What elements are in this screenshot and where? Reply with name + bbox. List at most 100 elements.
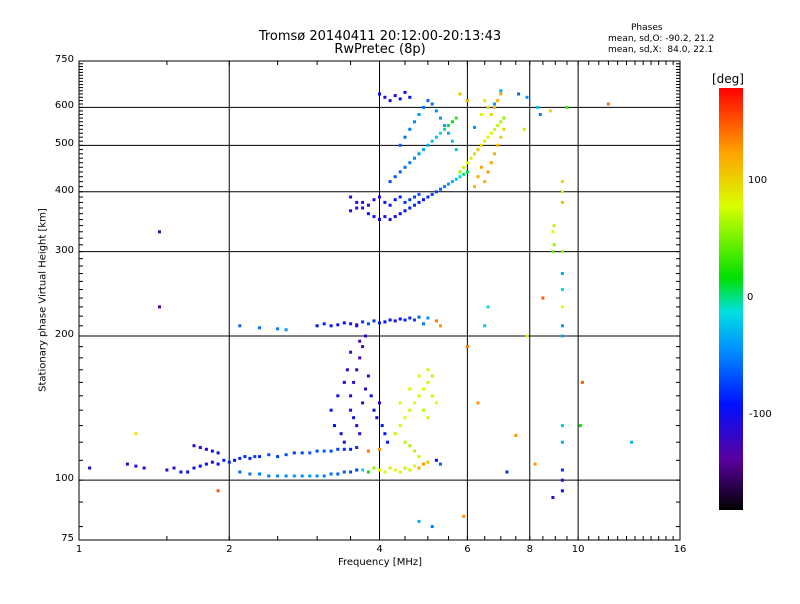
data-point — [408, 387, 412, 391]
data-point — [372, 466, 376, 470]
data-point — [458, 170, 462, 174]
data-point — [227, 460, 231, 464]
data-point — [403, 440, 407, 444]
data-point — [349, 470, 353, 474]
data-point — [496, 99, 500, 103]
data-point — [165, 468, 169, 472]
data-point — [378, 468, 381, 472]
data-point — [375, 416, 379, 420]
data-point — [403, 135, 407, 139]
data-point — [398, 212, 402, 216]
data-point — [216, 462, 220, 466]
data-point — [276, 327, 280, 331]
data-point — [517, 92, 521, 96]
x-tick-label: 2 — [226, 544, 233, 555]
data-point — [366, 322, 370, 326]
data-point — [398, 195, 402, 199]
data-point — [352, 416, 356, 420]
data-point — [408, 95, 412, 99]
data-point — [462, 165, 466, 169]
data-point — [486, 135, 490, 139]
data-point — [465, 345, 469, 349]
data-point — [447, 124, 450, 127]
data-point — [315, 449, 319, 453]
data-point — [450, 139, 454, 143]
data-point — [565, 105, 569, 109]
x-tick-label: 1 — [75, 544, 83, 555]
data-point — [430, 394, 434, 398]
data-point — [393, 215, 397, 219]
data-point — [398, 317, 402, 321]
data-point — [417, 394, 421, 398]
data-point — [222, 458, 226, 462]
data-point — [125, 462, 129, 466]
data-point — [538, 113, 542, 116]
data-point — [426, 460, 430, 464]
data-point — [439, 462, 442, 466]
data-point — [483, 139, 487, 143]
data-point — [352, 380, 356, 384]
data-point — [378, 321, 381, 325]
x-tick-label: 4 — [376, 544, 383, 555]
data-point — [388, 99, 392, 103]
data-point — [450, 180, 454, 184]
data-point — [462, 514, 466, 518]
data-point — [364, 387, 367, 391]
data-point — [88, 466, 92, 470]
data-point — [355, 446, 359, 449]
data-point — [560, 180, 564, 184]
data-point — [204, 447, 208, 451]
data-point — [403, 209, 407, 213]
data-point — [493, 102, 496, 106]
data-point — [267, 474, 271, 478]
data-point — [552, 224, 556, 228]
stats-header: Phases — [631, 23, 663, 33]
data-point — [417, 455, 421, 459]
data-point — [284, 328, 288, 332]
data-point — [434, 109, 438, 113]
data-point — [486, 170, 490, 174]
data-point — [361, 345, 365, 349]
data-point — [192, 444, 196, 448]
data-point — [398, 143, 402, 147]
data-point — [216, 451, 220, 455]
data-point — [458, 92, 462, 96]
data-point — [366, 449, 370, 453]
data-point — [454, 148, 458, 152]
data-point — [483, 180, 487, 184]
data-point — [300, 474, 304, 478]
data-point — [408, 206, 412, 210]
data-point — [522, 127, 526, 131]
data-point — [361, 206, 365, 210]
data-point — [322, 474, 326, 478]
data-point — [355, 324, 359, 328]
data-point — [483, 99, 487, 103]
data-point — [479, 113, 483, 116]
data-point — [248, 456, 252, 460]
data-point — [473, 185, 476, 189]
data-point — [493, 152, 496, 156]
y-tick-label: 100 — [54, 473, 74, 485]
data-point — [458, 175, 462, 179]
data-point — [336, 447, 340, 451]
x-axis-label: Frequency [MHz] — [337, 557, 423, 568]
data-point — [434, 135, 438, 139]
y-axis-label: Stationary phase Virtual Height [km] — [37, 208, 49, 392]
data-point — [426, 380, 430, 384]
data-point — [393, 175, 397, 179]
data-point — [413, 156, 416, 160]
data-point — [408, 161, 412, 165]
data-point — [342, 321, 346, 325]
data-point — [541, 296, 545, 300]
data-point — [179, 470, 183, 474]
data-point — [426, 143, 430, 147]
data-point — [434, 401, 438, 405]
data-point — [393, 198, 397, 202]
data-point — [398, 170, 402, 174]
data-point — [525, 95, 529, 99]
data-point — [454, 116, 458, 120]
data-point — [560, 478, 564, 482]
data-point — [366, 203, 370, 207]
data-point — [172, 466, 176, 470]
